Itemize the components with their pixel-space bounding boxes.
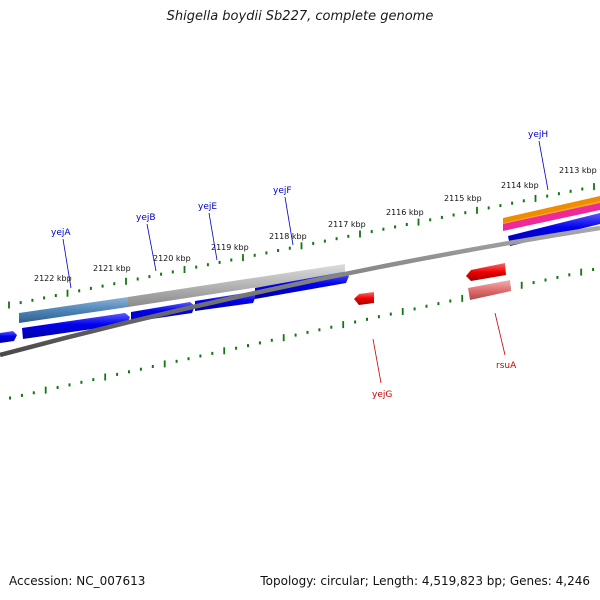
genome-backbone: [0, 225, 600, 358]
kbp-labels: 2122 kbp 2121 kbp 2120 kbp 2119 kbp 2118…: [34, 166, 597, 283]
gene-label-yejF[interactable]: yejF: [273, 186, 292, 196]
kbp-label: 2116 kbp: [386, 208, 424, 217]
cds-arrow-rsuA-variant[interactable]: [468, 280, 511, 300]
kbp-label: 2118 kbp: [269, 232, 307, 241]
reverse-cds-track: [354, 263, 511, 305]
gene-labels: yejA yejB yejE yejF yejH yejG rsuA: [51, 130, 548, 400]
kbp-label: 2122 kbp: [34, 274, 72, 283]
gene-label-yejB[interactable]: yejB: [136, 213, 156, 223]
kbp-label: 2114 kbp: [501, 181, 539, 190]
coordinate-ticks-top: [8, 183, 595, 309]
kbp-label: 2117 kbp: [328, 220, 366, 229]
feature-band-magenta[interactable]: [503, 203, 600, 231]
kbp-label: 2115 kbp: [444, 194, 482, 203]
map-title: Shigella boydii Sb227, complete genome: [166, 9, 434, 24]
cds-arrow-forward[interactable]: [0, 331, 17, 343]
gene-label-yejE[interactable]: yejE: [198, 202, 217, 212]
gene-label-yejA[interactable]: yejA: [51, 228, 71, 238]
kbp-label: 2120 kbp: [153, 254, 191, 263]
kbp-label: 2113 kbp: [559, 166, 597, 175]
cds-arrow-yejA[interactable]: [22, 313, 130, 339]
gene-leader-lines: [62, 140, 549, 384]
cds-arrow-yejG[interactable]: [354, 292, 374, 305]
gene-label-yejH[interactable]: yejH: [528, 130, 548, 140]
kbp-label: 2121 kbp: [93, 264, 131, 273]
genome-summary-text: Topology: circular; Length: 4,519,823 bp…: [260, 574, 590, 588]
feature-bands: [19, 196, 600, 323]
cds-arrow-rsuA[interactable]: [466, 263, 506, 281]
feature-band-gray[interactable]: [128, 264, 345, 307]
gene-label-rsuA[interactable]: rsuA: [496, 361, 517, 371]
feature-band-steelblue[interactable]: [19, 297, 128, 323]
accession-text: Accession: NC_007613: [9, 574, 146, 588]
gene-label-yejG[interactable]: yejG: [372, 390, 392, 400]
kbp-label: 2119 kbp: [211, 243, 249, 252]
